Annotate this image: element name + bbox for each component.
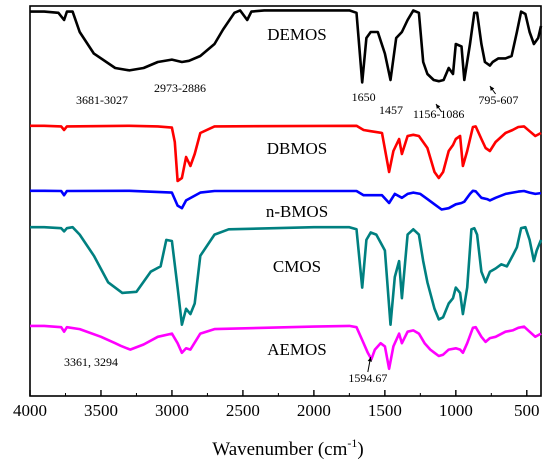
series-labels: DEMOS DBMOS n-BMOS CMOS AEMOS bbox=[266, 25, 328, 359]
x-tick-label: 2000 bbox=[297, 401, 331, 420]
x-axis: 4000 3500 3000 2500 2000 1500 1000 500 bbox=[13, 390, 540, 420]
series-line-dbmos bbox=[30, 124, 542, 183]
x-axis-title-sup: -1 bbox=[347, 436, 357, 450]
x-axis-title-main: Wavenumber (cm bbox=[212, 439, 347, 460]
series-label-demos: DEMOS bbox=[267, 25, 327, 44]
plot-border bbox=[29, 5, 542, 397]
annotation-label: 1594.67 bbox=[348, 371, 387, 385]
series-line-aemos bbox=[30, 324, 542, 371]
series-label-n-bmos: n-BMOS bbox=[266, 202, 328, 221]
series-label-dbmos: DBMOS bbox=[267, 139, 327, 158]
annotation-label: 3681-3027 bbox=[76, 93, 128, 107]
annotation-label: 1156-1086 bbox=[413, 107, 465, 121]
x-tick-label: 1000 bbox=[439, 401, 473, 420]
series-line-demos bbox=[30, 9, 543, 84]
x-tick-label: 3000 bbox=[155, 401, 189, 420]
x-tick-label: 4000 bbox=[13, 401, 47, 420]
series-line-cmos bbox=[30, 225, 543, 326]
x-tick-label: 500 bbox=[514, 401, 540, 420]
annotation-label: 1650 bbox=[352, 90, 376, 104]
annotation-arrowhead bbox=[489, 86, 495, 91]
annotation-label: 3361, 3294 bbox=[64, 355, 118, 369]
annotation-arrowhead bbox=[367, 357, 372, 362]
x-tick-label: 1500 bbox=[368, 401, 402, 420]
x-tick-label: 2500 bbox=[226, 401, 260, 420]
x-axis-title: Wavenumber (cm-1) bbox=[212, 436, 363, 460]
x-tick-label: 3500 bbox=[84, 401, 118, 420]
series-line-n-bmos bbox=[30, 189, 542, 211]
series-label-aemos: AEMOS bbox=[267, 340, 327, 359]
annotation-label: 1457 bbox=[379, 103, 403, 117]
series-layer bbox=[30, 9, 543, 371]
plot-frame bbox=[29, 5, 542, 397]
series-label-cmos: CMOS bbox=[273, 257, 321, 276]
annotation-arrowhead bbox=[435, 104, 441, 109]
annotation-label: 2973-2886 bbox=[154, 81, 206, 95]
annotation-label: 795-607 bbox=[478, 93, 518, 107]
x-axis-title-close: ) bbox=[357, 439, 363, 460]
